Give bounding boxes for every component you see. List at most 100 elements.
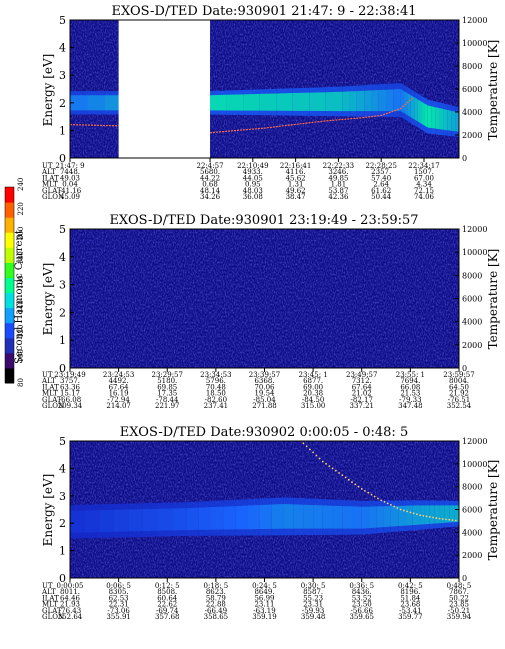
temperature-point [341, 474, 344, 477]
temperature-point [338, 472, 340, 474]
y-tick-label: 5 [59, 14, 66, 27]
plot-noise [70, 229, 459, 368]
band-core [435, 107, 440, 130]
y-tick-label: 2 [59, 97, 66, 110]
temperature-point [377, 497, 379, 500]
orbit-cell: -84.50 [302, 396, 324, 404]
y2-tick-label: 8000 [462, 62, 482, 71]
y2-tick-label: 12000 [462, 225, 487, 234]
colorbar-tick-label: 160 [17, 276, 25, 289]
band-core [223, 506, 236, 530]
orbit-cell: 49.62 [286, 187, 306, 195]
temperature-point [425, 515, 428, 518]
orbit-cell: 359.65 [350, 613, 375, 621]
temperature-point [321, 460, 324, 463]
temperature-point [412, 512, 415, 515]
orbit-cell: -66.08 [59, 396, 81, 404]
orbit-cell: 0:36: 5 [349, 582, 374, 590]
colorbar-tick-label: 200 [17, 227, 25, 240]
y-tick-label: 5 [59, 223, 66, 236]
orbit-row-label: GLON [42, 613, 64, 621]
band-core [444, 505, 450, 523]
orbit-row-label: UT [42, 162, 53, 170]
orbit-cell: 4116. [286, 168, 306, 176]
band-core [447, 109, 452, 131]
y2-tick-label: 8000 [462, 483, 482, 492]
y2-tick-label: 8000 [462, 271, 482, 280]
band-core [157, 508, 173, 531]
y2-tick-label: 10000 [462, 248, 487, 257]
orbit-cell: 5680. [200, 168, 220, 176]
y2-tick-label: 4000 [462, 108, 482, 117]
temperature-point [364, 489, 366, 492]
orbit-cell: 8508. [157, 588, 177, 596]
panel-2-y2label: Temperature [K] [486, 249, 500, 350]
band-core [322, 505, 333, 529]
temperature-point [422, 514, 425, 517]
orbit-cell: 60.64 [157, 594, 178, 602]
orbit-cell: 0:30: 5 [301, 582, 326, 590]
orbit-cell: 16.19 [109, 390, 129, 398]
orbit-cell: 21:47: 9 [55, 162, 84, 170]
band-core [356, 90, 365, 112]
orbit-cell: -85.04 [253, 396, 276, 404]
colorbar-tick-label: 80 [17, 378, 25, 387]
band-core [455, 111, 459, 132]
y2-tick-label: 0 [462, 574, 467, 583]
band-core [247, 505, 260, 530]
orbit-cell: 0:18: 5 [203, 582, 228, 590]
orbit-cell: -63.19 [253, 607, 275, 615]
orbit-cell: -59.93 [302, 607, 324, 615]
orbit-cell: -76.43 [59, 607, 81, 615]
band-core [313, 505, 323, 529]
orbit-row-label: ALT [41, 377, 56, 385]
temperature-point [328, 465, 331, 468]
orbit-cell: 38.47 [286, 193, 306, 201]
orbit-cell: 66.08 [400, 383, 420, 391]
band-core [70, 95, 88, 111]
band-core [378, 89, 387, 112]
orbit-cell: 20.38 [303, 390, 323, 398]
orbit-cell: 0.04 [62, 181, 78, 189]
temperature-point [419, 514, 421, 517]
panel-2: EXOS-D/TED Date:930901 23:19:49 - 23:59:… [41, 213, 500, 410]
orbit-cell: 0.68 [202, 181, 218, 189]
orbit-cell: -76.51 [448, 396, 470, 404]
temperature-point [312, 451, 315, 454]
band-core [99, 509, 114, 533]
panel-3-title: EXOS-D/TED Date:930902 0:00:05 - 0:48: 5 [120, 425, 408, 440]
orbit-cell: -73.06 [107, 607, 130, 615]
orbit-cell: 45.09 [60, 193, 80, 201]
orbit-cell: 355.91 [106, 613, 131, 621]
orbit-cell: 23:19:49 [54, 371, 85, 379]
band-core [361, 506, 370, 529]
orbit-cell: -41.16 [59, 187, 82, 195]
orbit-cell: 7694. [400, 377, 420, 385]
orbit-cell: 55.23 [303, 594, 323, 602]
band-core [439, 505, 445, 524]
orbit-cell: 23:55: 1 [396, 371, 425, 379]
orbit-cell: 22.62 [157, 601, 177, 609]
band-core [421, 101, 425, 126]
temperature-trace [209, 97, 413, 134]
orbit-cell: 64.46 [60, 594, 81, 602]
temperature-point [448, 518, 451, 521]
orbit-cell: 1.31 [288, 181, 304, 189]
band-core [427, 105, 432, 129]
orbit-cell: 7312. [352, 377, 372, 385]
band-core [211, 506, 224, 530]
orbit-cell: 23:39:57 [249, 371, 280, 379]
temperature-point [393, 505, 396, 508]
panel-3: EXOS-D/TED Date:930902 0:00:05 - 0:48: 5… [41, 425, 500, 621]
orbit-cell: 22.31 [109, 601, 129, 609]
band-core [412, 505, 421, 526]
orbit-cell: 19.54 [254, 390, 275, 398]
orbit-cell: 359.48 [301, 613, 326, 621]
band-core [383, 506, 391, 528]
y-tick-label: 1 [59, 124, 66, 137]
temperature-point [428, 516, 431, 518]
temperature-point [308, 448, 311, 451]
orbit-cell: 5180. [157, 377, 177, 385]
orbit-row-label: ALT [41, 588, 56, 596]
temperature-point [318, 457, 321, 460]
